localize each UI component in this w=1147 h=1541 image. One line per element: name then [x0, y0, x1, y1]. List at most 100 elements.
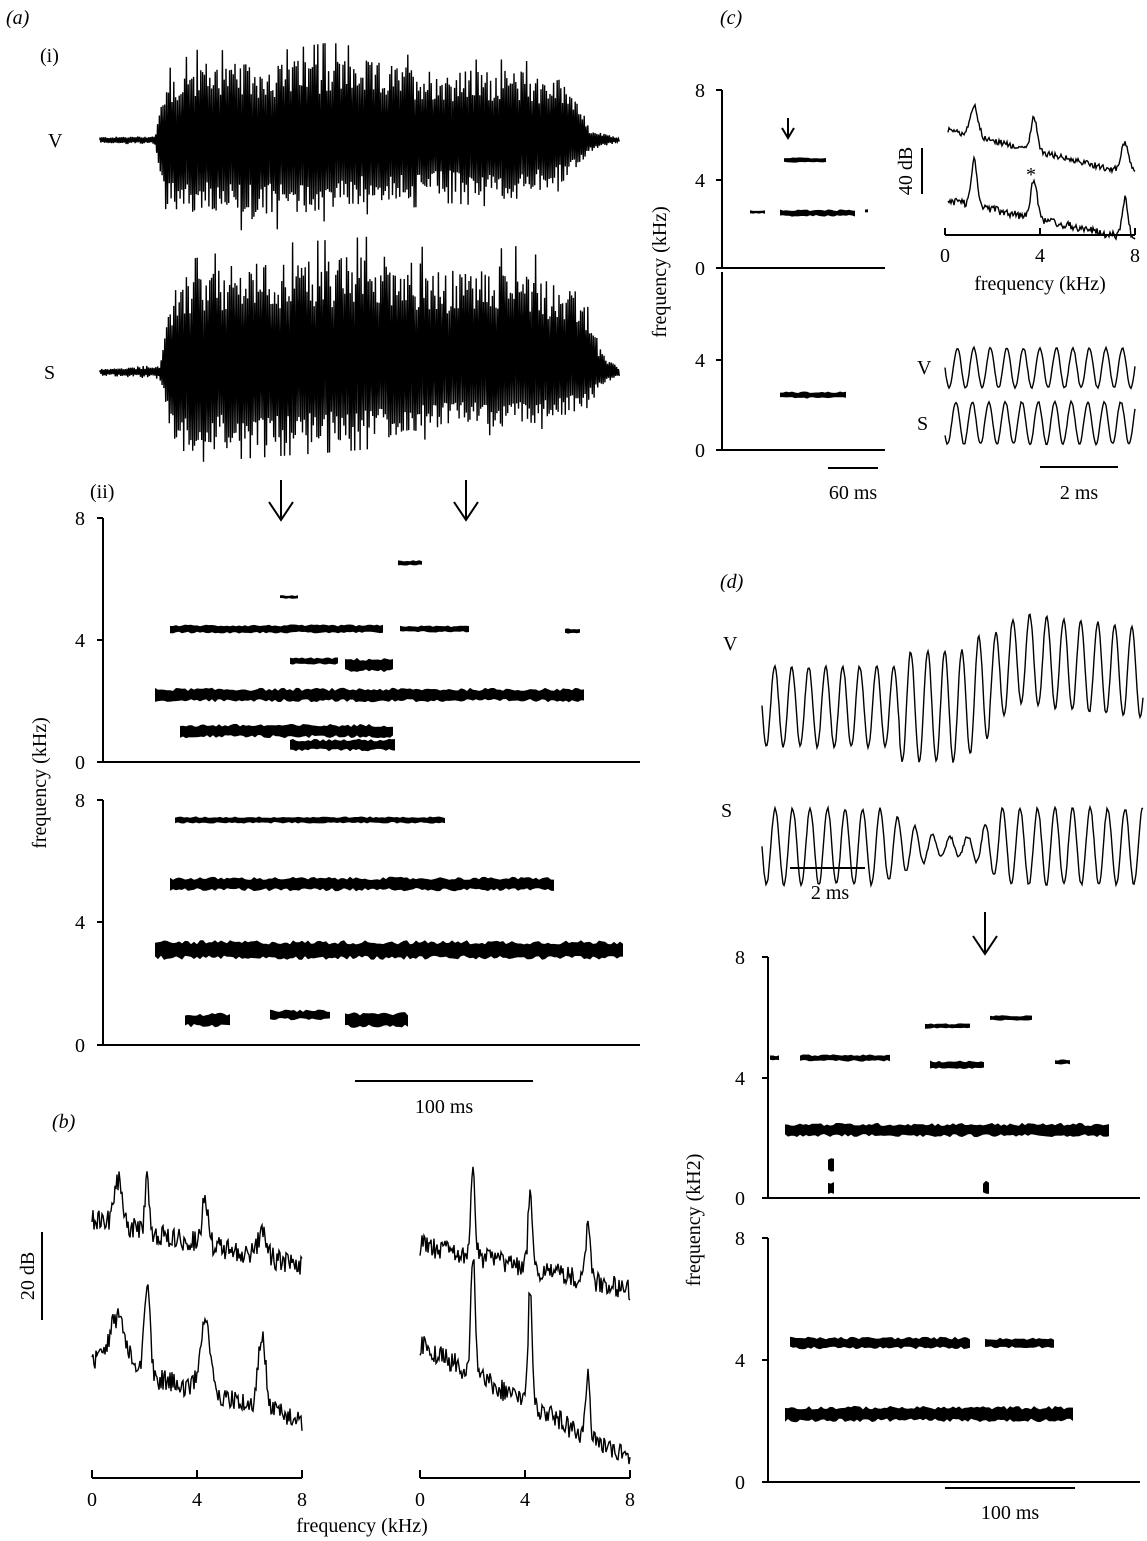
tick-label: 8 [297, 1489, 307, 1511]
spectrogram-band [155, 940, 623, 960]
spectrogram-band [780, 209, 855, 217]
spectrogram-band [800, 1054, 890, 1062]
tick-label: 8 [625, 1489, 635, 1511]
waveform [99, 236, 620, 462]
spectrogram-band [180, 723, 393, 739]
trace-label: V [48, 130, 63, 152]
spectrogram-band [345, 1012, 408, 1028]
tick-label: 4 [735, 1350, 745, 1372]
tick-label: 4 [192, 1489, 202, 1511]
spectrogram-band [1055, 1059, 1070, 1065]
panel-label: (b) [52, 1111, 76, 1133]
tick-label: 8 [75, 508, 85, 530]
tick-label: 4 [1035, 245, 1045, 267]
scale-bar-label: 20 dB [17, 1252, 39, 1300]
trace-label: S [44, 362, 55, 384]
axis-title: frequency (kHz) [974, 273, 1106, 295]
tick-label: 4 [520, 1489, 530, 1511]
tick-label: 4 [75, 912, 85, 934]
spectrogram-band [785, 1405, 1073, 1423]
tick-label: 4 [735, 1068, 745, 1090]
tick-label: 0 [940, 245, 950, 267]
spectrogram-band [175, 816, 445, 824]
spectrogram-band [170, 624, 383, 634]
tick-marks [97, 517, 103, 1046]
tick-label: 8 [75, 790, 85, 812]
spectrogram-band [930, 1060, 984, 1069]
spectrogram-band [828, 1182, 834, 1194]
scale-bar-label: 60 ms [829, 482, 878, 504]
spectrum [91, 1284, 303, 1431]
spectrum [91, 1171, 303, 1275]
axes [102, 518, 640, 1046]
spectrogram-band [185, 1012, 230, 1028]
tick-label: 0 [695, 258, 705, 280]
spectrum [947, 102, 1136, 175]
spectrum [947, 154, 1136, 241]
waveform [761, 804, 1144, 888]
arrow [453, 480, 479, 522]
spectrum [419, 1259, 631, 1465]
spectrogram-band [925, 1023, 970, 1029]
sub-label: (i) [40, 45, 59, 67]
spectrum [419, 1166, 631, 1301]
axis-title: frequency (kH2) [683, 1154, 705, 1287]
scale-bar-label: 40 dB [895, 147, 917, 195]
tick-label: 4 [695, 170, 705, 192]
spectrogram-band [785, 1122, 1109, 1138]
tick-label: 0 [75, 1035, 85, 1057]
spectrogram-band [770, 1055, 779, 1061]
tick-label: 8 [735, 947, 745, 969]
spectrogram-band [398, 560, 422, 566]
annotation: * [1026, 164, 1036, 186]
panel-label: (c) [720, 7, 743, 29]
panel-label: (d) [720, 571, 744, 593]
scale-bar-label: 100 ms [981, 1502, 1040, 1524]
scale-bar-label: 2 ms [811, 882, 850, 904]
spectrogram-band [790, 1336, 970, 1350]
scale-bar-label: 100 ms [415, 1096, 474, 1118]
spectrogram-band [865, 209, 868, 213]
arrow [972, 912, 998, 956]
tick-label: 0 [735, 1188, 745, 1210]
tick-label: 4 [695, 350, 705, 372]
panel-label: (a) [6, 7, 30, 29]
waveform [761, 613, 1144, 763]
spectrogram-band [780, 391, 846, 399]
axes [91, 1470, 631, 1479]
spectrogram-band [345, 657, 393, 673]
tick-label: 8 [695, 80, 705, 102]
spectrogram-band [400, 625, 469, 633]
tick-label: 4 [75, 630, 85, 652]
spectrogram-band [983, 1180, 989, 1194]
spectrogram-band [828, 1158, 834, 1172]
spectrogram-band [565, 628, 580, 634]
tick-label: 0 [415, 1489, 425, 1511]
tick-label: 8 [735, 1228, 745, 1250]
spectrogram-band [784, 157, 826, 163]
tick-label: 0 [695, 440, 705, 462]
axis-title: frequency (kHz) [649, 206, 671, 338]
waveform [944, 345, 1136, 390]
axes [944, 228, 1136, 236]
spectrogram-band [985, 1337, 1054, 1349]
spectrogram-band [290, 738, 395, 752]
spectrogram-band [270, 1009, 330, 1021]
trace-label: S [917, 413, 928, 435]
tick-marks [716, 89, 722, 451]
spectrogram-band [990, 1015, 1032, 1021]
spectrogram-band [290, 657, 338, 665]
spectrogram-band [750, 210, 765, 214]
spectrogram-band [170, 876, 554, 892]
tick-label: 0 [75, 752, 85, 774]
axes [767, 957, 1140, 1483]
scale-bar-label: 2 ms [1060, 482, 1099, 504]
tick-label: 0 [87, 1489, 97, 1511]
trace-label: V [723, 633, 738, 655]
trace-label: V [917, 357, 932, 379]
arrow [268, 480, 294, 522]
trace-label: S [721, 800, 732, 822]
waveform [99, 43, 620, 231]
spectrogram-band [155, 687, 584, 703]
